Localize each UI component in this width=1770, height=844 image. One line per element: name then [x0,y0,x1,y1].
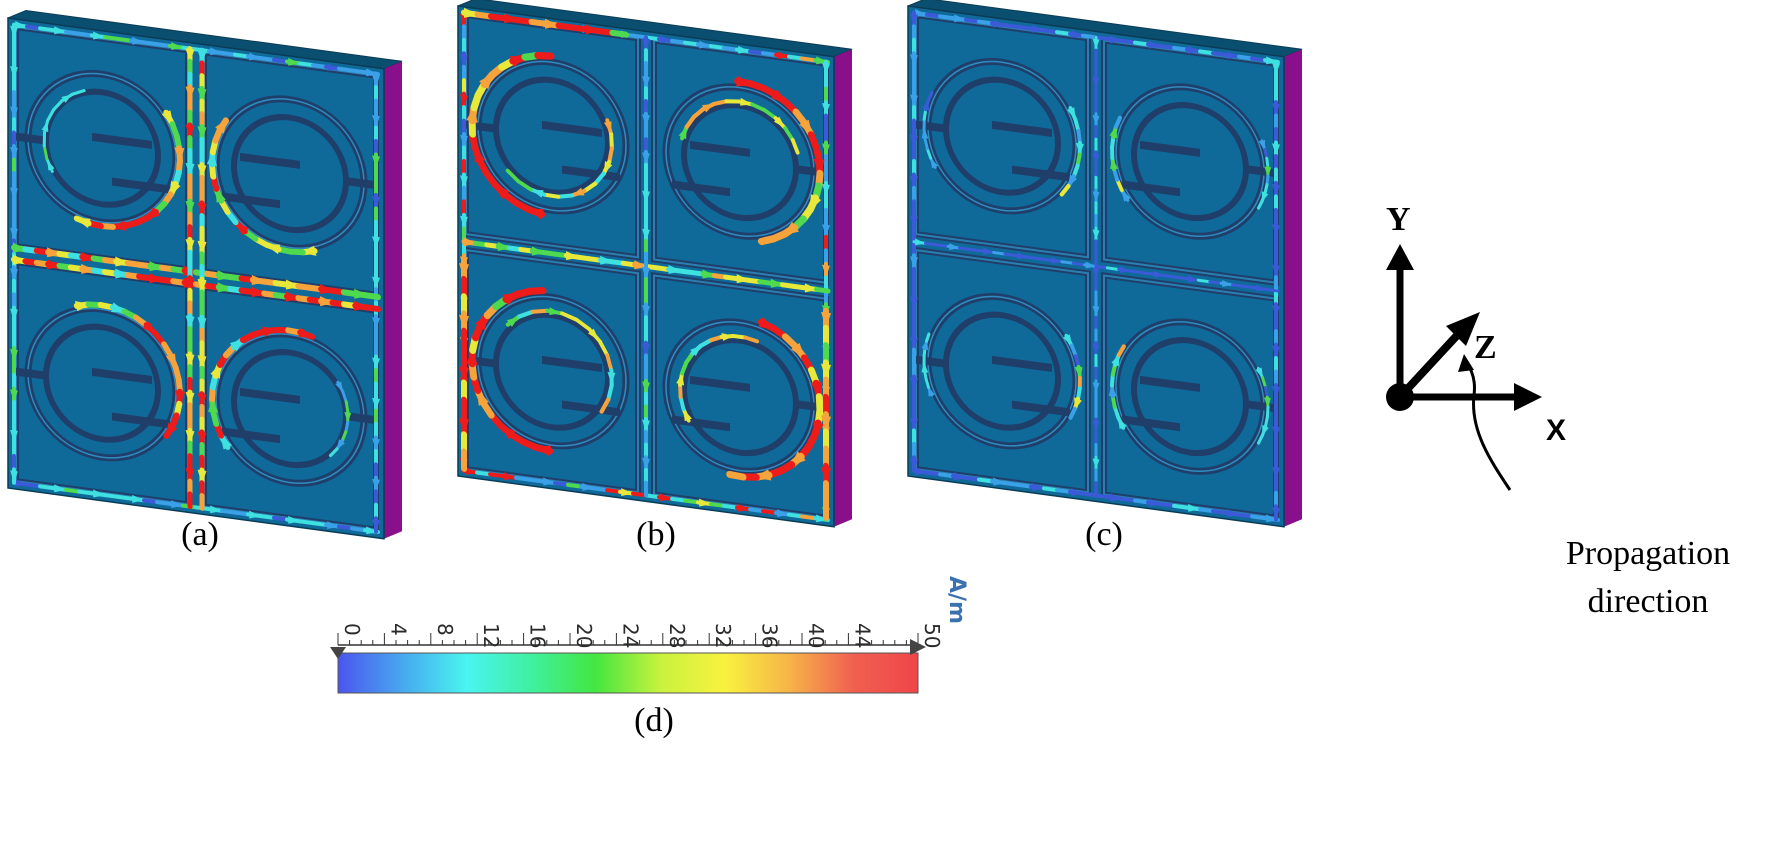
panel-label-b: (b) [636,516,676,554]
current-segment [367,295,378,297]
colorbar: 0 4 8 12 16 20 24 28 32 36 40 44 50A/m [330,576,969,693]
current-segment [538,54,551,57]
current-segment [817,289,828,291]
colorbar-tick-label: 28 [665,623,689,648]
colorbar-tick-label: 4 [386,623,410,636]
colorbar-unit: A/m [944,576,969,624]
metasurface-panel-b [458,0,852,529]
current-segment [994,253,1005,255]
colorbar-tick-label: 16 [526,623,550,648]
current-segment [1176,277,1187,279]
z-axis-label: Z [1474,329,1497,366]
current-segment [1039,259,1050,261]
current-segment [925,243,936,245]
current-segment [1244,286,1255,288]
current-segment [1005,254,1016,256]
current-segment [367,307,378,309]
colorbar-tick-label: 32 [711,623,735,648]
panel-label-c: (c) [1085,516,1123,554]
current-segment [1233,285,1244,287]
colorbar-tick-label: 44 [850,623,874,648]
colorbar-tick-label: 12 [479,623,503,648]
current-segment [761,237,773,243]
current-segment [544,195,558,197]
current-segment [1267,289,1278,291]
plate-side [384,59,402,541]
y-arrowhead [1386,244,1414,270]
colorbar-tick-label: 36 [758,623,782,648]
colorbar-gradient [338,653,918,693]
x-axis-label: X [1546,414,1566,447]
current-segment [730,475,743,477]
colorbar-tick-label: 24 [618,623,642,648]
current-segment [971,249,982,251]
current-segment [1198,280,1209,282]
current-segment [937,245,948,247]
propagation-pointer [1466,362,1510,490]
propagation-line-1: Propagation [1543,530,1753,578]
current-segment [1096,266,1107,268]
current-segment [1073,263,1084,265]
metasurface-panel-c [908,0,1302,529]
plate-side [834,47,852,529]
colorbar-tick-label: 40 [804,623,828,648]
current-segment [530,289,543,293]
panel-label-a: (a) [181,516,219,554]
plate-side [1284,47,1302,529]
x-arrowhead [1514,383,1542,411]
current-segment [1210,282,1221,284]
propagation-pointer-head [1458,354,1474,372]
current-segment [611,134,612,148]
y-axis-label: Y [1386,201,1411,238]
plate-face [8,18,384,539]
current-segment [1107,268,1118,270]
propagation-note: Propagation direction [1543,530,1753,626]
current-segment [1130,271,1141,273]
current-segment [1164,276,1175,278]
current-segment [1142,273,1153,275]
metasurface-panels [8,0,1302,541]
current-segment [1062,262,1073,264]
current-segment [1028,257,1039,259]
colorbar-tick-label: 0 [340,623,364,636]
colorbar-tick-label: 20 [572,623,596,648]
panel-label-d: (d) [634,702,674,740]
coordinate-axes: Y Z X [1386,201,1566,490]
current-segment [346,402,348,412]
metasurface-panel-a [8,8,402,541]
current-segment [960,248,971,250]
colorbar-tick-label: 8 [433,623,457,636]
current-segment [613,33,627,35]
colorbar-tick-label: 50 [920,623,944,648]
origin-dot [1386,383,1414,411]
propagation-line-2: direction [1543,578,1753,626]
